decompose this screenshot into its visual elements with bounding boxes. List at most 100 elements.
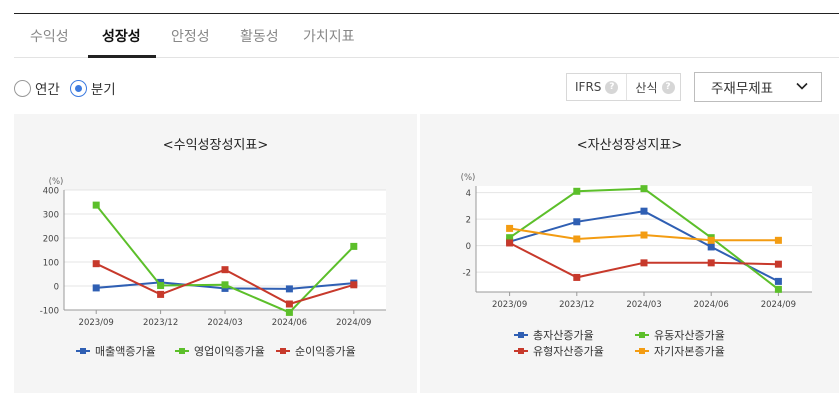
data-point <box>774 277 782 285</box>
legend-label: 영업이익증가율 <box>194 345 265 358</box>
data-point <box>221 266 229 274</box>
data-point <box>157 282 165 290</box>
data-point <box>506 234 514 242</box>
data-point <box>92 260 100 268</box>
y-tick-label: 300 <box>43 211 59 221</box>
legend-swatch-marker <box>518 332 524 338</box>
data-point <box>640 185 648 193</box>
radio-annual-circle[interactable] <box>14 79 31 97</box>
legend-swatch-marker <box>518 348 524 354</box>
formula-label: 산식 <box>635 80 658 95</box>
y-tick-label: 0 <box>466 242 471 252</box>
tab-activity[interactable]: 활동성 <box>240 29 279 45</box>
legend-swatch-marker <box>80 348 86 354</box>
ifrs-toggle[interactable]: IFRS ? <box>567 74 626 100</box>
radio-quarterly-circle[interactable] <box>69 79 87 97</box>
tab-bar: 수익성 성장성 안정성 활동성 가치지표 <box>14 14 839 58</box>
data-point <box>707 259 715 267</box>
tab-growth[interactable]: 성장성 <box>102 29 141 45</box>
chevron-down-icon <box>796 82 808 90</box>
data-point <box>774 260 782 268</box>
ifrs-help-icon[interactable]: ? <box>605 80 619 94</box>
x-tick-label: 2024/06 <box>694 300 729 310</box>
unit-label: (%) <box>461 173 476 183</box>
legend-swatch-marker <box>639 332 645 338</box>
x-tick-label: 2024/06 <box>272 318 307 328</box>
data-point <box>506 224 514 232</box>
y-tick-label: -2 <box>463 269 471 279</box>
period-radio-group: 연간 분기 <box>14 76 126 100</box>
data-point <box>774 236 782 244</box>
unit-label: (%) <box>49 177 64 187</box>
revenue-growth-title: <수익성장성지표> <box>162 138 269 153</box>
y-tick-label: -100 <box>40 307 59 317</box>
formula-help-icon[interactable]: ? <box>661 80 675 94</box>
y-tick-label: 2 <box>466 216 471 226</box>
panel-divider <box>417 114 420 393</box>
legend-label: 순이익증가율 <box>295 345 356 358</box>
asset-growth-panel: <자산성장성지표> 4 2 0 -2 (%) 2023/09 2023/12 2024/03 2… <box>420 114 839 393</box>
data-point <box>285 300 293 308</box>
data-point <box>573 273 581 281</box>
tab-value-index[interactable]: 가치지표 <box>303 29 355 45</box>
x-tick-label: 2024/03 <box>626 300 661 310</box>
data-point <box>774 285 782 293</box>
data-point <box>92 284 100 292</box>
legend-swatch-marker <box>179 348 185 354</box>
formula-toggle[interactable]: 산식 ? <box>626 74 682 100</box>
data-point <box>707 236 715 244</box>
legend-label: 유동자산증가율 <box>654 329 725 342</box>
y-tick-label: 100 <box>43 259 59 269</box>
legend-label: 매출액증가율 <box>95 345 156 358</box>
x-tick-label: 2023/09 <box>492 300 527 310</box>
ifrs-box: IFRS ? 산식 ? <box>566 73 681 101</box>
legend-label: 자기자본증가율 <box>654 345 725 358</box>
active-tab-indicator <box>88 55 156 58</box>
data-point <box>707 243 715 251</box>
plot-area <box>476 186 812 292</box>
y-tick-label: 200 <box>43 235 59 245</box>
y-tick-label: 400 <box>43 187 59 197</box>
statement-select[interactable]: 주재무제표 <box>694 72 822 102</box>
radio-annual[interactable]: 연간 <box>14 78 60 98</box>
data-point <box>221 284 229 292</box>
ifrs-label: IFRS <box>575 80 602 94</box>
data-point <box>506 239 514 247</box>
legend-swatch-marker <box>639 348 645 354</box>
x-tick-label: 2024/03 <box>207 318 242 328</box>
data-point <box>92 201 100 209</box>
y-tick-label: 0 <box>54 283 59 293</box>
x-tick-label: 2023/12 <box>559 300 594 310</box>
y-tick-label: 4 <box>466 189 471 199</box>
revenue-growth-chart: 400 300 200 100 0 -100 (%) 2023/09 2023/12 2024/0… <box>40 177 386 358</box>
asset-growth-title: <자산성장성지표> <box>576 138 683 153</box>
data-point <box>640 259 648 267</box>
plot-area <box>64 190 386 310</box>
legend-label: 유형자산증가율 <box>533 345 604 358</box>
data-point <box>640 231 648 239</box>
data-point <box>350 242 358 250</box>
data-point <box>573 187 581 195</box>
data-point <box>640 207 648 215</box>
statement-select-value: 주재무제표 <box>711 81 774 97</box>
legend-label: 총자산증가율 <box>533 329 594 342</box>
legend-swatch-marker <box>280 348 286 354</box>
data-point <box>350 281 358 289</box>
data-point <box>157 290 165 298</box>
data-point <box>285 285 293 293</box>
radio-quarterly-label: 분기 <box>90 82 116 98</box>
x-tick-label: 2023/09 <box>79 318 114 328</box>
tab-stability[interactable]: 안정성 <box>171 29 210 45</box>
data-point <box>573 235 581 243</box>
x-tick-label: 2024/09 <box>336 318 371 328</box>
tab-profitability[interactable]: 수익성 <box>30 29 69 45</box>
x-tick-label: 2024/09 <box>761 300 796 310</box>
data-point <box>573 218 581 226</box>
data-point <box>221 281 229 289</box>
radio-quarterly[interactable]: 분기 <box>69 78 116 98</box>
data-point <box>285 308 293 316</box>
top-rule <box>14 13 839 14</box>
radio-annual-label: 연간 <box>35 82 60 98</box>
x-tick-label: 2023/12 <box>143 318 178 328</box>
asset-growth-chart: 4 2 0 -2 (%) 2023/09 2023/12 2024/03 2024/06 2024… <box>461 173 812 358</box>
